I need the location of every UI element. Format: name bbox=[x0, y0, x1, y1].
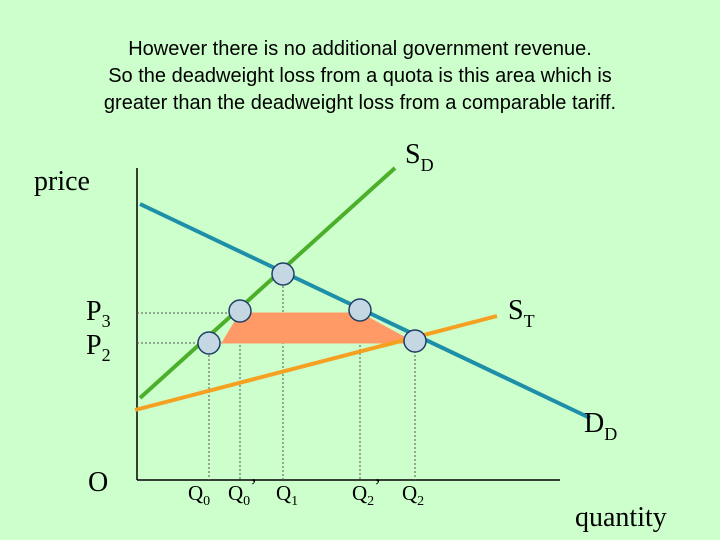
sd-label: SD bbox=[405, 139, 434, 175]
point-q2-p2 bbox=[403, 329, 427, 353]
quantity-label-q1: Q1 bbox=[276, 481, 298, 509]
caption-line-2: So the deadweight loss from a quota is t… bbox=[108, 65, 612, 87]
caption-line-1: However there is no additional governmen… bbox=[128, 38, 592, 60]
supply-curve-st bbox=[134, 314, 498, 412]
deadweight-loss-area bbox=[221, 312, 416, 344]
quantity-label-q0: Q0 bbox=[188, 481, 210, 509]
guide-lines bbox=[137, 274, 416, 480]
price-label-p2: P2 bbox=[86, 330, 111, 365]
point-q0-prime-p3 bbox=[228, 299, 252, 323]
price-label-p3: P3 bbox=[86, 296, 111, 331]
caption: However there is no additional governmen… bbox=[0, 36, 720, 117]
st-label: ST bbox=[508, 295, 535, 331]
quantity-label-q2: Q2 bbox=[402, 481, 424, 509]
dd-label: DD bbox=[584, 408, 617, 444]
supply-curve-sd bbox=[138, 166, 397, 400]
origin-label: O bbox=[88, 467, 108, 498]
x-axis-label: quantity bbox=[575, 502, 667, 533]
y-axis-label: price bbox=[34, 166, 90, 197]
caption-line-3: greater than the deadweight loss from a … bbox=[103, 92, 617, 114]
point-q2-prime-p3 bbox=[348, 298, 372, 322]
quantity-label-q0-prime: Q0’ bbox=[228, 474, 257, 509]
quantity-label-q2-prime: Q2’ bbox=[352, 474, 381, 509]
point-q0-p2 bbox=[197, 331, 221, 355]
point-q1-equilibrium bbox=[271, 262, 295, 286]
equilibrium-points bbox=[197, 262, 427, 355]
